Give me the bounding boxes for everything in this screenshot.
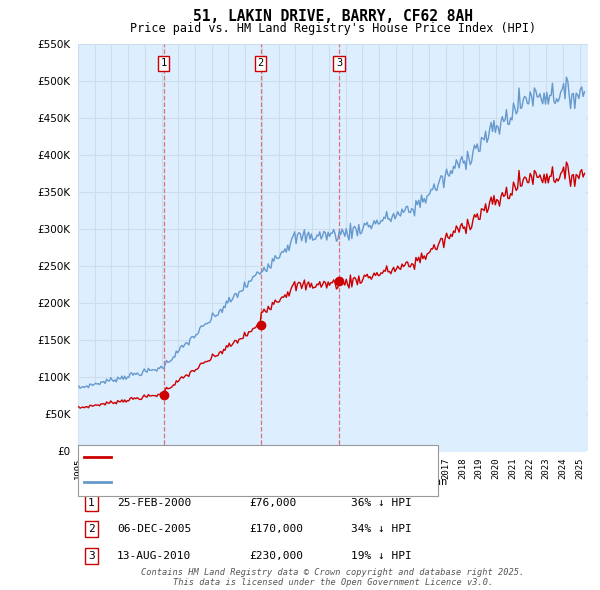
Text: 36% ↓ HPI: 36% ↓ HPI bbox=[351, 498, 412, 507]
Text: 2: 2 bbox=[257, 58, 264, 68]
Text: 19% ↓ HPI: 19% ↓ HPI bbox=[351, 551, 412, 560]
Text: Price paid vs. HM Land Registry's House Price Index (HPI): Price paid vs. HM Land Registry's House … bbox=[130, 22, 536, 35]
Text: 51, LAKIN DRIVE, BARRY, CF62 8AH (detached house): 51, LAKIN DRIVE, BARRY, CF62 8AH (detach… bbox=[116, 453, 422, 462]
Text: £76,000: £76,000 bbox=[249, 498, 296, 507]
Text: 2: 2 bbox=[88, 525, 95, 534]
Text: Contains HM Land Registry data © Crown copyright and database right 2025.
This d: Contains HM Land Registry data © Crown c… bbox=[142, 568, 524, 587]
Text: 13-AUG-2010: 13-AUG-2010 bbox=[117, 551, 191, 560]
Text: £170,000: £170,000 bbox=[249, 525, 303, 534]
Text: 3: 3 bbox=[336, 58, 343, 68]
Text: 51, LAKIN DRIVE, BARRY, CF62 8AH: 51, LAKIN DRIVE, BARRY, CF62 8AH bbox=[193, 9, 473, 24]
Text: 1: 1 bbox=[160, 58, 167, 68]
Text: £230,000: £230,000 bbox=[249, 551, 303, 560]
Text: 3: 3 bbox=[88, 551, 95, 560]
Text: 34% ↓ HPI: 34% ↓ HPI bbox=[351, 525, 412, 534]
Text: 1: 1 bbox=[88, 498, 95, 507]
Text: 06-DEC-2005: 06-DEC-2005 bbox=[117, 525, 191, 534]
Text: HPI: Average price, detached house, Vale of Glamorgan: HPI: Average price, detached house, Vale… bbox=[116, 477, 447, 487]
Text: 25-FEB-2000: 25-FEB-2000 bbox=[117, 498, 191, 507]
